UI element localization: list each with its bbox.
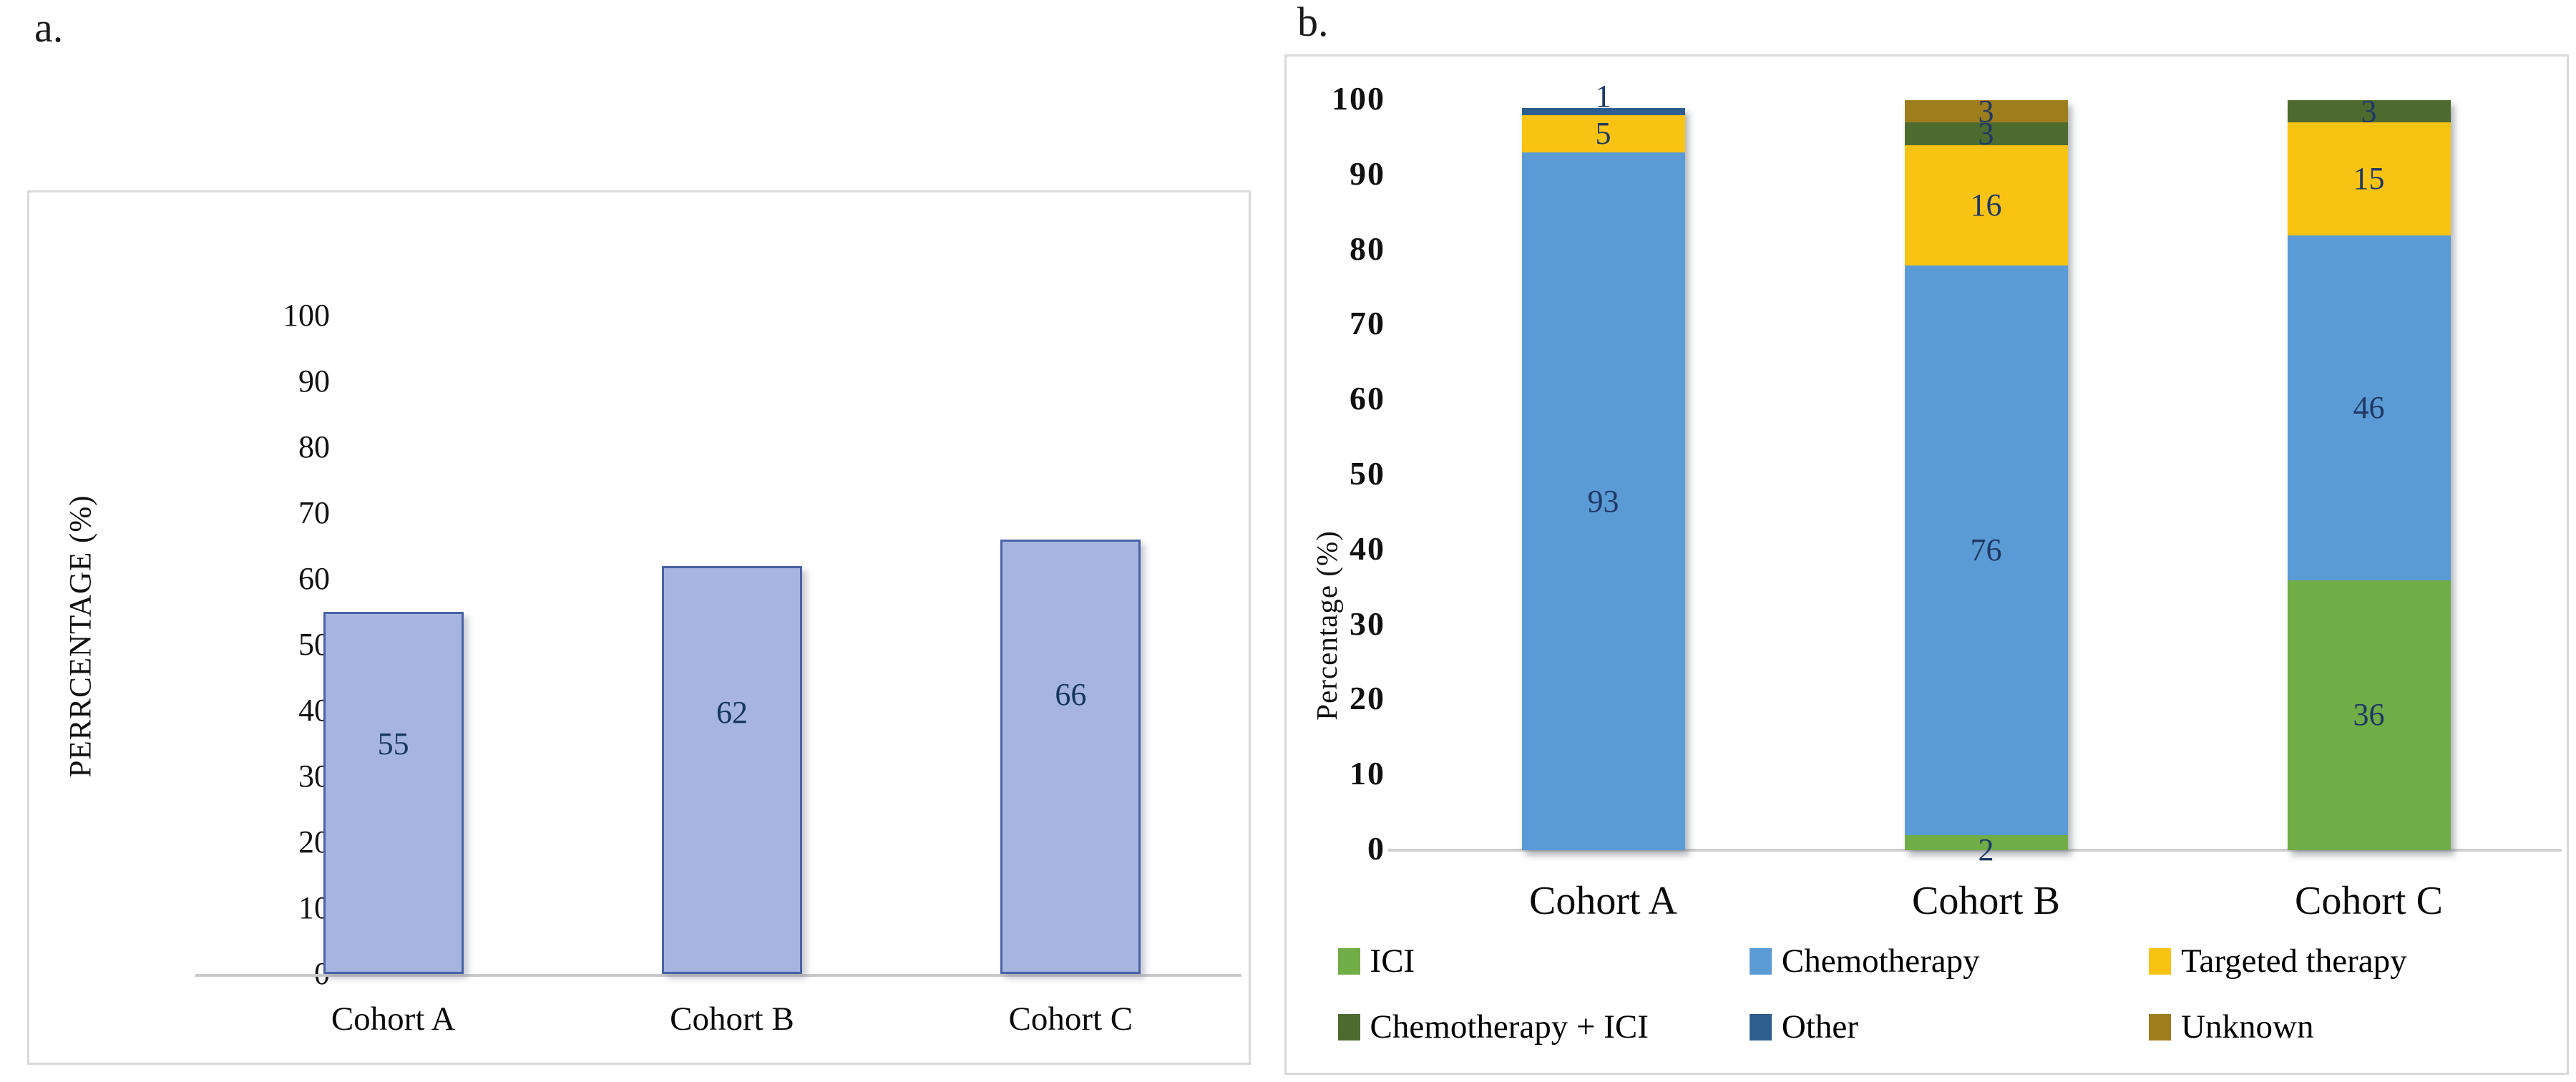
y-tick-label: 50	[1350, 455, 1385, 492]
panel-b-plot-area: 93 5 1 2 76 16 3 3 36 46 15 3	[1412, 80, 2560, 866]
y-tick-label: 70	[1350, 305, 1385, 342]
legend-label: Targeted therapy	[2181, 942, 2407, 980]
legend-swatch-ici	[1337, 947, 1360, 975]
bar-cohort-c: 66	[1000, 539, 1141, 974]
x-category-label: Cohort C	[2295, 879, 2443, 923]
segment-targeted-therapy: 5	[1521, 114, 1685, 153]
legend-swatch-targeted-therapy	[2149, 947, 2172, 975]
y-tick-label: 20	[1350, 680, 1385, 717]
y-tick-label: 0	[1367, 830, 1385, 867]
panel-b-x-labels: Cohort A Cohort B Cohort C	[1412, 878, 2560, 924]
segment-value-label: 76	[1970, 532, 2002, 567]
segment-value-label: 2	[1978, 832, 1994, 867]
panel-b-y-ticks: 0 10 20 30 40 50 60 70 80 90 100	[1301, 57, 1385, 1073]
bar-slot: 62	[562, 316, 901, 974]
panel-b-chart: Percentage (%) 0 10 20 30 40 50 60 70 80 90 100 93…	[1284, 54, 2569, 1075]
panel-a-x-labels: Cohort A Cohort B Cohort C	[224, 1000, 1240, 1038]
segment-value-label: 5	[1595, 116, 1611, 152]
bar-cohort-a: 55	[323, 612, 464, 974]
y-tick-label: 90	[298, 364, 330, 399]
stacked-bar-cohort-c: 36 46 15 3	[2287, 95, 2451, 850]
panel-a-y-axis-title: PERRCENTAGE (%)	[64, 494, 98, 778]
x-category-label: Cohort A	[1529, 879, 1677, 923]
bar-value-label: 62	[716, 695, 748, 731]
legend-label: ICI	[1370, 942, 1415, 980]
bar-value-label: 55	[377, 726, 409, 761]
legend-label: Unknown	[2181, 1008, 2314, 1046]
segment-value-label: 1	[1595, 78, 1611, 114]
y-tick-label: 100	[1332, 80, 1385, 117]
x-category-label: Cohort B	[670, 1000, 794, 1038]
stacked-bar-slot: 2 76 16 3 3	[1795, 95, 2177, 866]
stacked-bar-slot: 36 46 15 3	[2177, 95, 2560, 850]
legend-label: Chemotherapy + ICI	[1370, 1008, 1649, 1046]
legend-row: ICI Chemotherapy Targeted therapy	[1287, 942, 2567, 980]
segment-other: 1	[1521, 80, 1685, 115]
legend-item-chemotherapy-ici: Chemotherapy + ICI	[1337, 1008, 1750, 1046]
segment-value-label: 3	[2361, 93, 2377, 129]
segment-value-label: 93	[1587, 483, 1619, 519]
legend-swatch-chemotherapy-ici	[1337, 1013, 1360, 1040]
stacked-bar-cohort-b: 2 76 16 3 3	[1904, 95, 2068, 866]
panel-a-tag: a.	[34, 4, 64, 51]
legend-item-other: Other	[1749, 1008, 2149, 1046]
legend-label: Chemotherapy	[1781, 942, 1980, 980]
y-tick-label: 80	[1350, 230, 1385, 267]
legend-item-ici: ICI	[1337, 942, 1750, 980]
panel-a-plot-area: 55 62 66	[224, 316, 1240, 974]
y-tick-label: 60	[1350, 380, 1385, 417]
bar-cohort-b: 62	[661, 565, 802, 974]
legend-item-unknown: Unknown	[2149, 1010, 2567, 1044]
y-tick-label: 80	[298, 429, 330, 464]
stacked-bar-slot: 93 5 1	[1412, 80, 1795, 850]
segment-ici: 36	[2287, 580, 2451, 850]
legend-item-targeted-therapy: Targeted therapy	[2149, 942, 2567, 980]
segment-value-label: 3	[1978, 116, 1994, 152]
y-tick-label: 30	[1350, 605, 1385, 642]
segment-chemotherapy-ici: 3	[1904, 118, 2068, 150]
segment-value-label: 15	[2353, 161, 2385, 197]
segment-chemotherapy: 46	[2287, 235, 2451, 580]
y-tick-label: 60	[298, 561, 330, 596]
legend-label: Other	[1781, 1008, 1858, 1046]
y-tick-label: 90	[1350, 155, 1385, 192]
segment-targeted-therapy: 15	[2287, 122, 2451, 235]
segment-ici: 2	[1904, 834, 2068, 866]
segment-value-label: 36	[2353, 697, 2385, 733]
x-category-label: Cohort C	[1008, 1000, 1133, 1038]
segment-chemotherapy: 76	[1904, 265, 2068, 836]
legend-swatch-chemotherapy	[1749, 947, 1772, 975]
segment-chemotherapy: 93	[1521, 152, 1685, 850]
y-tick-label: 40	[1350, 530, 1385, 567]
legend-row: Chemotherapy + ICI Other Unknown	[1287, 1010, 2567, 1044]
panel-a-x-axis-line	[195, 974, 1241, 977]
bar-slot: 66	[902, 316, 1240, 974]
segment-value-label: 16	[1970, 187, 2002, 223]
segment-value-label: 46	[2353, 389, 2385, 425]
y-tick-label: 70	[298, 495, 330, 530]
segment-targeted-therapy: 16	[1904, 145, 2068, 265]
stacked-bar-cohort-a: 93 5 1	[1521, 80, 1685, 850]
segment-unknown: 3	[1904, 95, 2068, 127]
panel-b-x-axis-line	[1388, 849, 2562, 852]
legend-item-chemotherapy: Chemotherapy	[1749, 942, 2149, 980]
panel-b-legend: ICI Chemotherapy Targeted therapy Chemother…	[1287, 928, 2567, 1060]
y-tick-label: 10	[1350, 755, 1385, 792]
legend-swatch-other	[1749, 1013, 1772, 1040]
bar-value-label: 66	[1055, 677, 1087, 713]
legend-swatch-unknown	[2149, 1013, 2172, 1040]
panel-b-tag: b.	[1297, 0, 1329, 45]
x-category-label: Cohort B	[1912, 879, 2060, 923]
segment-value-label: 3	[1978, 93, 1994, 129]
bar-slot: 55	[224, 316, 562, 974]
y-tick-label: 100	[283, 298, 330, 333]
segment-chemotherapy-ici: 3	[2287, 95, 2451, 127]
x-category-label: Cohort A	[331, 1000, 456, 1038]
